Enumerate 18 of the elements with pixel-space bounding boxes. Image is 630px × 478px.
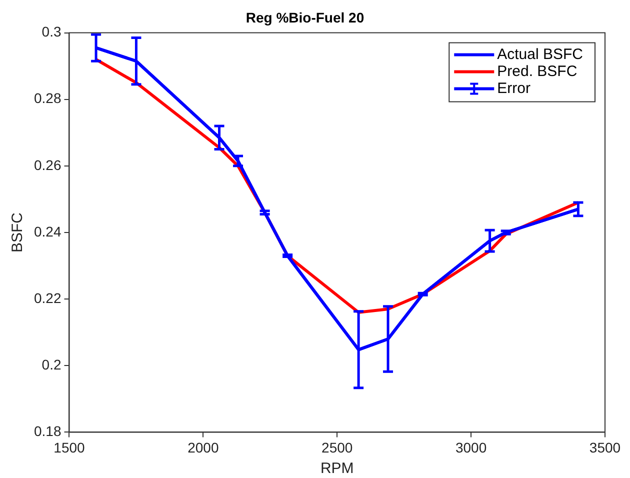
- y-tick-label: 0.26: [34, 156, 62, 173]
- x-tick-label: 2000: [188, 439, 219, 456]
- y-tick-label: 0.2: [42, 356, 62, 372]
- y-tick-label: 0.18: [34, 423, 62, 440]
- x-axis-title: RPM: [320, 460, 354, 478]
- y-tick-label: 0.3: [42, 24, 62, 40]
- x-tick-label: 3500: [589, 439, 621, 456]
- x-tick-label: 3000: [455, 439, 487, 456]
- y-tick-label: 0.24: [34, 223, 62, 240]
- legend-label: Actual BSFC: [497, 46, 584, 63]
- y-axis-title: BSFC: [9, 212, 26, 253]
- legend-label: Error: [497, 80, 530, 97]
- y-tick-label: 0.28: [34, 90, 62, 106]
- chart-title: Reg %Bio-Fuel 20: [246, 9, 364, 26]
- x-tick-label: 2500: [322, 439, 353, 456]
- y-tick-label: 0.22: [34, 290, 62, 306]
- legend-label: Pred. BSFC: [497, 62, 578, 80]
- x-tick-label: 1500: [54, 439, 86, 456]
